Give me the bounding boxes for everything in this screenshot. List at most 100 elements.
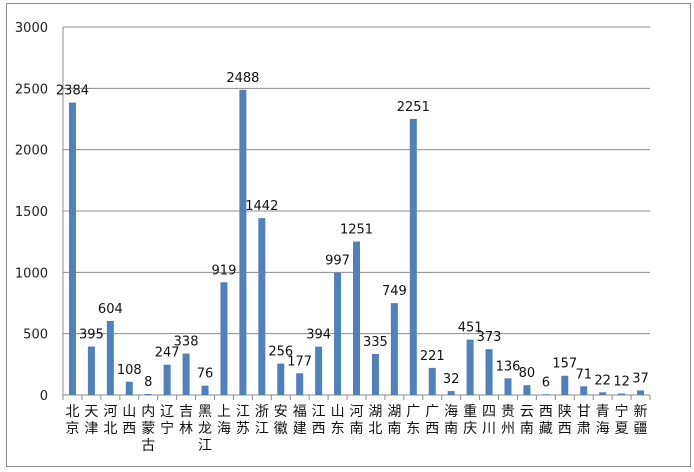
- data-label: 37: [632, 371, 649, 386]
- x-tick-label: 贵: [501, 404, 515, 420]
- data-label: 221: [420, 349, 445, 364]
- x-tick-label: 西: [558, 421, 572, 437]
- x-tick-label: 福: [293, 404, 307, 420]
- data-label: 80: [519, 366, 536, 381]
- bar: [201, 385, 209, 395]
- data-label: 373: [477, 330, 502, 345]
- data-label: 22: [594, 373, 611, 388]
- x-tick-label: 藏: [539, 421, 553, 437]
- bar: [637, 390, 645, 395]
- x-tick-label: 庆: [463, 421, 477, 437]
- bar: [68, 102, 76, 395]
- x-tick-label: 宁: [160, 420, 174, 437]
- x-tick-label: 南: [350, 421, 364, 437]
- bar: [504, 378, 512, 395]
- x-tick-label: 西: [312, 421, 326, 437]
- x-tick-label: 北: [368, 421, 382, 437]
- x-tick-label: 疆: [634, 421, 648, 437]
- x-tick-label: 内: [141, 404, 155, 420]
- x-tick-label: 江: [312, 404, 326, 420]
- data-label: 6: [542, 375, 550, 390]
- x-tick-label: 宁: [615, 403, 629, 420]
- x-tick-label: 林: [179, 421, 193, 437]
- x-tick-label: 古: [141, 438, 155, 454]
- x-tick-label: 川: [482, 421, 496, 437]
- bar: [447, 391, 455, 395]
- bar: [542, 394, 550, 395]
- x-tick-label: 湖: [368, 404, 382, 420]
- x-tick-label: 京: [65, 421, 79, 437]
- data-label: 71: [575, 367, 592, 382]
- data-label: 108: [117, 363, 142, 378]
- data-label: 136: [496, 359, 521, 374]
- data-label: 12: [613, 375, 630, 390]
- data-label: 335: [363, 335, 388, 350]
- x-tick-label: 黑: [198, 404, 212, 420]
- x-tick-label: 河: [350, 404, 364, 420]
- x-tick-label: 东: [331, 421, 345, 437]
- bar: [485, 349, 493, 395]
- bar: [125, 381, 133, 395]
- x-tick-label: 云: [520, 404, 534, 420]
- data-label: 395: [79, 328, 104, 343]
- x-tick-label: 安: [274, 404, 288, 420]
- data-label: 2251: [397, 100, 430, 115]
- bar: [277, 363, 285, 395]
- x-tick-label: 东: [406, 421, 420, 437]
- x-tick-label: 山: [331, 404, 345, 420]
- data-label: 1251: [340, 223, 373, 238]
- data-label: 997: [325, 254, 350, 269]
- y-tick-label: 0: [40, 389, 48, 404]
- bar: [561, 375, 569, 395]
- x-tick-label: 浙: [255, 404, 269, 420]
- data-label: 1442: [245, 199, 278, 214]
- data-label: 32: [443, 372, 460, 387]
- x-tick-label: 江: [255, 421, 269, 437]
- x-tick-label: 海: [217, 421, 231, 437]
- bar: [334, 272, 342, 395]
- bar: [258, 218, 266, 395]
- x-tick-label: 北: [103, 421, 117, 437]
- data-label: 2488: [226, 71, 259, 86]
- bar: [163, 364, 171, 395]
- x-tick-label: 西: [539, 404, 553, 420]
- x-tick-label: 南: [444, 421, 458, 437]
- x-tick-label: 州: [501, 421, 515, 437]
- y-tick-label: 500: [23, 328, 48, 343]
- x-tick-label: 辽: [160, 404, 174, 420]
- bar: [182, 353, 190, 395]
- y-tick-label: 3000: [15, 21, 48, 36]
- x-tick-label: 徽: [274, 421, 288, 437]
- data-label: 157: [552, 357, 577, 372]
- bar: [428, 367, 436, 395]
- bar: [466, 339, 474, 395]
- data-label: 919: [212, 263, 237, 278]
- x-tick-label: 天: [84, 404, 98, 420]
- x-tick-label: 甘: [577, 404, 591, 420]
- x-tick-label: 建: [293, 421, 307, 437]
- data-label: 76: [197, 367, 214, 382]
- y-tick-label: 1000: [15, 266, 48, 281]
- bar: [315, 346, 323, 395]
- bar: [523, 385, 531, 395]
- x-tick-label: 西: [425, 421, 439, 437]
- bar: [371, 353, 379, 395]
- data-label: 8: [144, 375, 152, 390]
- bar: [409, 118, 417, 396]
- x-tick-label: 江: [198, 438, 212, 454]
- bar: [618, 393, 626, 395]
- x-tick-label: 上: [217, 404, 231, 420]
- bar: [296, 373, 304, 395]
- x-tick-label: 广: [406, 404, 420, 420]
- bar: [580, 386, 588, 395]
- bar: [390, 303, 398, 395]
- x-tick-label: 湖: [387, 404, 401, 420]
- data-label: 749: [382, 284, 407, 299]
- x-tick-label: 新: [634, 404, 648, 420]
- x-tick-label: 青: [596, 404, 610, 420]
- data-label: 604: [98, 302, 123, 317]
- x-tick-label: 夏: [615, 421, 629, 437]
- bar: [220, 282, 228, 395]
- x-tick-label: 南: [520, 421, 534, 437]
- data-label: 451: [458, 321, 483, 336]
